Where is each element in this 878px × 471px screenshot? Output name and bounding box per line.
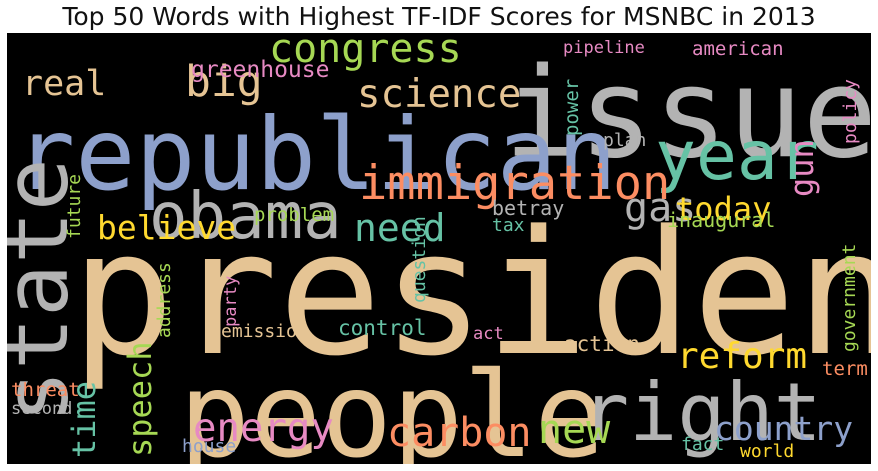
word-inaugural: inaugural <box>667 208 775 232</box>
word-term: term <box>822 358 868 380</box>
word-reform: reform <box>677 336 807 377</box>
word-betray: betray <box>492 196 564 220</box>
word-policy: policy <box>840 79 861 144</box>
word-country: country <box>714 409 853 448</box>
word-house: house <box>182 436 236 457</box>
word-greenhouse: greenhouse <box>191 57 329 83</box>
word-right: right <box>581 366 822 459</box>
word-world: world <box>740 441 794 462</box>
word-address: address <box>154 262 175 338</box>
word-year: year <box>655 117 819 196</box>
word-fact: fact <box>681 434 724 455</box>
word-science: science <box>357 72 521 117</box>
word-american: american <box>692 38 784 60</box>
word-tax: tax <box>492 215 525 236</box>
word-believe: believe <box>97 208 236 247</box>
word-power: power <box>561 79 583 136</box>
word-obama: obama <box>149 180 342 254</box>
word-gas: gas <box>624 185 696 231</box>
word-new: new <box>538 407 611 453</box>
word-threat: threat <box>11 379 80 401</box>
word-carbon: carbon <box>387 410 532 456</box>
word-immigration: immigration <box>359 156 670 211</box>
word-future: future <box>64 174 85 239</box>
word-real: real <box>22 64 106 104</box>
word-emission: emission <box>221 321 308 342</box>
word-problem: problem <box>254 204 334 226</box>
word-question: question <box>409 216 430 303</box>
word-need: need <box>354 206 446 250</box>
word-speech: speech <box>121 341 159 457</box>
word-congress: congress <box>269 33 462 72</box>
word-pipeline: pipeline <box>563 38 645 58</box>
word-gun: gun <box>783 139 821 197</box>
word-plan: plan <box>603 130 646 151</box>
cloud-background <box>7 33 871 464</box>
word-state: state <box>7 158 88 423</box>
word-control: control <box>338 316 427 340</box>
word-today: today <box>675 190 771 228</box>
word-action: action <box>564 332 640 356</box>
word-big: big <box>185 57 263 107</box>
word-republican: republican <box>15 96 617 213</box>
word-act: act <box>473 324 504 344</box>
word-party: party <box>221 276 241 327</box>
word-energy: energy <box>193 406 334 451</box>
word-second: second <box>11 399 72 419</box>
word-time: time <box>65 381 103 458</box>
chart-title: Top 50 Words with Highest TF-IDF Scores … <box>62 2 816 31</box>
word-government: government <box>839 244 860 352</box>
word-people: people <box>179 346 605 464</box>
word-president: president <box>71 193 871 394</box>
word-issue: issue <box>504 42 871 186</box>
